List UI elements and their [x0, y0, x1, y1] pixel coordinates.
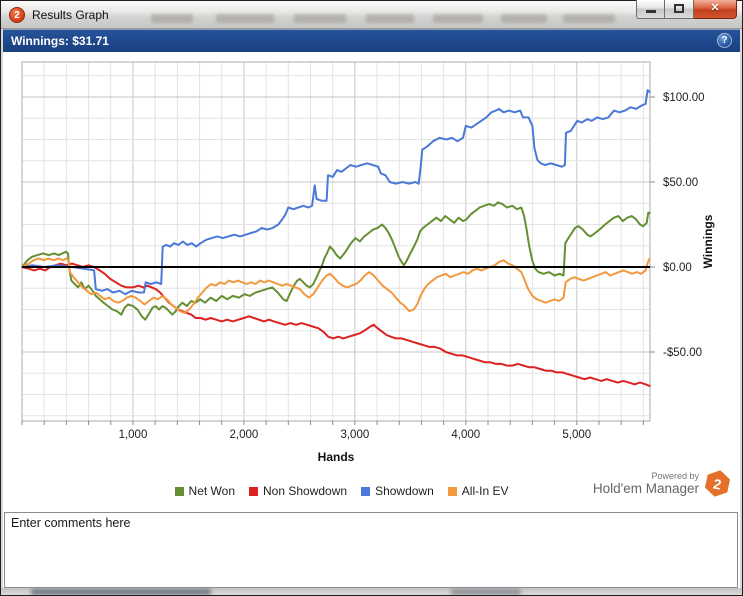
holdem-manager-label: Hold'em Manager [592, 480, 699, 496]
x-tick-label: 3,000 [340, 429, 369, 441]
title-bar[interactable]: 2 Results Graph [1, 1, 742, 29]
series-showdown [21, 89, 651, 296]
comments-input[interactable]: Enter comments here [4, 512, 738, 588]
x-tick-label: 4,000 [451, 429, 480, 441]
winnings-value: $31.71 [72, 34, 109, 48]
close-button[interactable]: ✕ [694, 0, 737, 19]
content-area: 1,000 2,000 3,000 4,000 5,000 $100.00 $50.00 $0… [3, 52, 740, 592]
legend-item-non-showdown[interactable]: Non Showdown [249, 484, 347, 498]
legend-swatch [361, 486, 371, 496]
winnings-label: Winnings: [11, 34, 69, 48]
close-icon: ✕ [710, 2, 720, 14]
y-tick-label: $50.00 [663, 177, 698, 189]
legend-swatch [447, 486, 457, 496]
powered-by-block: Powered by Hold'em Manager 2 [593, 470, 730, 497]
blurred-taskbar-content [451, 589, 521, 595]
series-net-won [21, 201, 651, 321]
y-tick-label: -$50.00 [663, 347, 702, 359]
series-all-in-ev [21, 257, 651, 314]
minimize-button[interactable] [636, 0, 665, 19]
blurred-taskbar-content [31, 589, 211, 595]
powered-by-line: Powered by [651, 470, 699, 481]
x-tick-label: 5,000 [562, 429, 591, 441]
x-axis-title: Hands [318, 450, 355, 464]
legend-label: All-In EV [461, 484, 509, 498]
window-title: Results Graph [32, 8, 109, 22]
hm2-badge-icon: 2 [702, 468, 732, 500]
window-bottom-border [1, 588, 742, 595]
help-icon[interactable]: ? [717, 33, 732, 48]
winnings-total: Winnings: $31.71 [11, 34, 109, 48]
legend-swatch [249, 486, 258, 496]
window-controls: ✕ [636, 0, 737, 19]
blurred-background-text [366, 14, 414, 23]
series-non-showdown [21, 262, 651, 387]
y-axis-title: Winnings [701, 214, 715, 268]
powered-by-text: Powered by Hold'em Manager [593, 471, 699, 497]
legend-label: Showdown [375, 484, 434, 498]
blurred-background-text [563, 14, 615, 23]
legend-item-showdown[interactable]: Showdown [361, 484, 434, 498]
app-icon: 2 [9, 7, 25, 23]
legend-label: Net Won [188, 484, 235, 498]
winnings-header: Winnings: $31.71 ? [3, 29, 740, 52]
maximize-button[interactable] [665, 0, 694, 19]
blurred-background-text [216, 14, 274, 23]
y-tick-label: $100.00 [663, 92, 705, 104]
blurred-background-text [294, 14, 346, 23]
legend-item-all-in-ev[interactable]: All-In EV [447, 484, 509, 498]
blurred-background-text [151, 14, 193, 23]
legend-swatch [174, 486, 184, 496]
x-tick-label: 1,000 [119, 429, 148, 441]
y-tick-label: $0.00 [663, 262, 692, 274]
chart-legend: Net Won Non Showdown Showdown All-In EV [63, 484, 620, 498]
plot-border [21, 61, 651, 422]
results-chart: 1,000 2,000 3,000 4,000 5,000 $100.00 $50.00 $0… [21, 61, 715, 464]
legend-item-net-won[interactable]: Net Won [174, 484, 235, 498]
blurred-background-text [501, 14, 547, 23]
maximize-icon [674, 4, 684, 13]
x-tick-label: 2,000 [230, 429, 259, 441]
minimize-icon [646, 10, 656, 13]
blurred-background-text [433, 14, 483, 23]
legend-label: Non Showdown [263, 484, 348, 498]
